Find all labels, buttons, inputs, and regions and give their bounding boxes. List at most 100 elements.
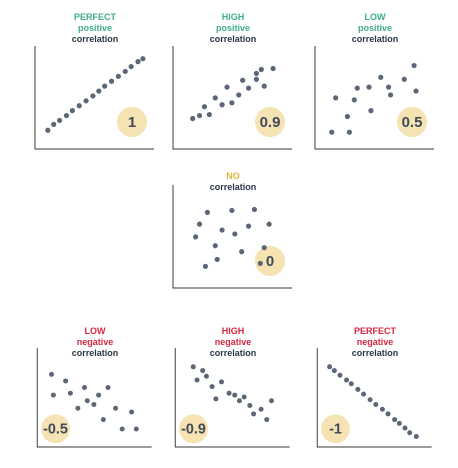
- data-point: [51, 121, 57, 127]
- data-point: [354, 85, 360, 91]
- data-point: [206, 111, 212, 118]
- correlation-value: 1: [128, 114, 136, 131]
- panel-high-negative: HIGH negative correlation -0.9: [168, 326, 298, 462]
- data-point: [373, 402, 379, 407]
- data-point: [387, 92, 394, 98]
- title-line-3: correlation: [71, 348, 119, 358]
- data-point: [337, 372, 343, 378]
- data-point: [385, 411, 391, 417]
- correlation-badge: [179, 414, 208, 444]
- scatter-plot: -1: [316, 348, 432, 448]
- data-point: [75, 405, 81, 411]
- data-point: [258, 406, 264, 412]
- panel-title: LOW positive correlation: [310, 12, 440, 45]
- data-point: [90, 93, 96, 99]
- title-line-2: negative: [356, 337, 394, 347]
- data-point: [251, 411, 257, 417]
- data-point: [411, 62, 417, 69]
- data-point: [128, 63, 134, 70]
- title-line-1: HIGH: [221, 12, 245, 22]
- data-point: [219, 102, 225, 108]
- title-line-1: PERFECT: [73, 12, 116, 22]
- axis-lines: [36, 348, 152, 448]
- correlation-badge: [321, 414, 350, 444]
- data-point: [379, 406, 385, 412]
- correlation-badge: [117, 107, 147, 137]
- data-point: [209, 384, 215, 390]
- data-point: [91, 402, 97, 407]
- data-point: [204, 209, 210, 215]
- data-point: [253, 76, 259, 82]
- data-point: [348, 381, 354, 387]
- correlation-badge: [255, 107, 285, 137]
- correlation-badge: [41, 414, 70, 444]
- data-point: [261, 245, 267, 251]
- correlation-badge: [397, 107, 427, 137]
- data-point: [229, 100, 235, 106]
- data-point: [257, 260, 263, 266]
- data-point: [264, 417, 270, 423]
- data-point: [266, 221, 272, 227]
- data-point: [368, 108, 374, 114]
- title-line-2: positive: [357, 23, 392, 33]
- data-point: [236, 398, 242, 404]
- data-point: [49, 371, 54, 377]
- data-point: [401, 76, 407, 82]
- data-point: [201, 104, 208, 110]
- data-point: [214, 256, 220, 263]
- data-point: [245, 85, 252, 91]
- scatter-plot: -0.5: [36, 348, 152, 448]
- data-point: [67, 390, 73, 396]
- panel-title: NO correlation: [168, 171, 298, 193]
- data-point: [378, 74, 384, 80]
- axis-lines: [316, 348, 432, 448]
- data-point: [63, 112, 70, 119]
- data-point: [45, 127, 51, 133]
- data-point: [344, 113, 351, 120]
- title-line-3: correlation: [71, 34, 119, 44]
- data-point: [115, 73, 121, 79]
- data-point: [344, 377, 350, 383]
- data-point: [258, 66, 264, 73]
- data-point: [346, 129, 352, 135]
- scatter-plot: 0.5: [314, 46, 434, 150]
- data-point: [69, 108, 75, 114]
- data-point: [100, 417, 106, 423]
- data-point: [327, 364, 333, 370]
- data-point: [140, 56, 146, 62]
- data-point: [224, 84, 230, 90]
- data-point: [232, 392, 238, 398]
- axis-lines: [172, 46, 292, 150]
- data-point: [202, 263, 209, 269]
- data-point: [396, 420, 402, 426]
- data-point: [253, 70, 259, 76]
- title-line-2: positive: [215, 23, 250, 33]
- scatter-plot: 0.9: [172, 46, 292, 150]
- title-line-3: correlation: [209, 348, 257, 358]
- correlation-value: 0.5: [402, 114, 423, 131]
- scatter-plot: 0: [172, 185, 292, 289]
- data-point: [261, 83, 267, 89]
- data-point: [194, 377, 200, 383]
- data-point: [200, 368, 206, 374]
- data-point: [113, 405, 119, 411]
- title-line-3: correlation: [351, 348, 399, 358]
- correlation-value: -1: [329, 422, 342, 438]
- title-line-2: negative: [214, 337, 252, 347]
- data-point: [212, 243, 218, 249]
- data-point: [122, 68, 128, 75]
- panel-perfect-positive: PERFECT positive correlation 1: [30, 12, 160, 150]
- panel-low-positive: LOW positive correlation 0.5: [310, 12, 440, 150]
- data-point: [366, 84, 372, 90]
- data-point: [108, 78, 115, 84]
- data-point: [229, 207, 235, 214]
- data-point: [135, 59, 141, 65]
- data-point: [196, 221, 203, 227]
- data-point: [247, 402, 253, 408]
- correlation-value: -0.9: [181, 422, 206, 438]
- data-point: [329, 129, 335, 135]
- data-point: [351, 97, 357, 103]
- title-line-3: correlation: [209, 34, 257, 44]
- data-point: [119, 426, 125, 432]
- data-point: [355, 386, 361, 392]
